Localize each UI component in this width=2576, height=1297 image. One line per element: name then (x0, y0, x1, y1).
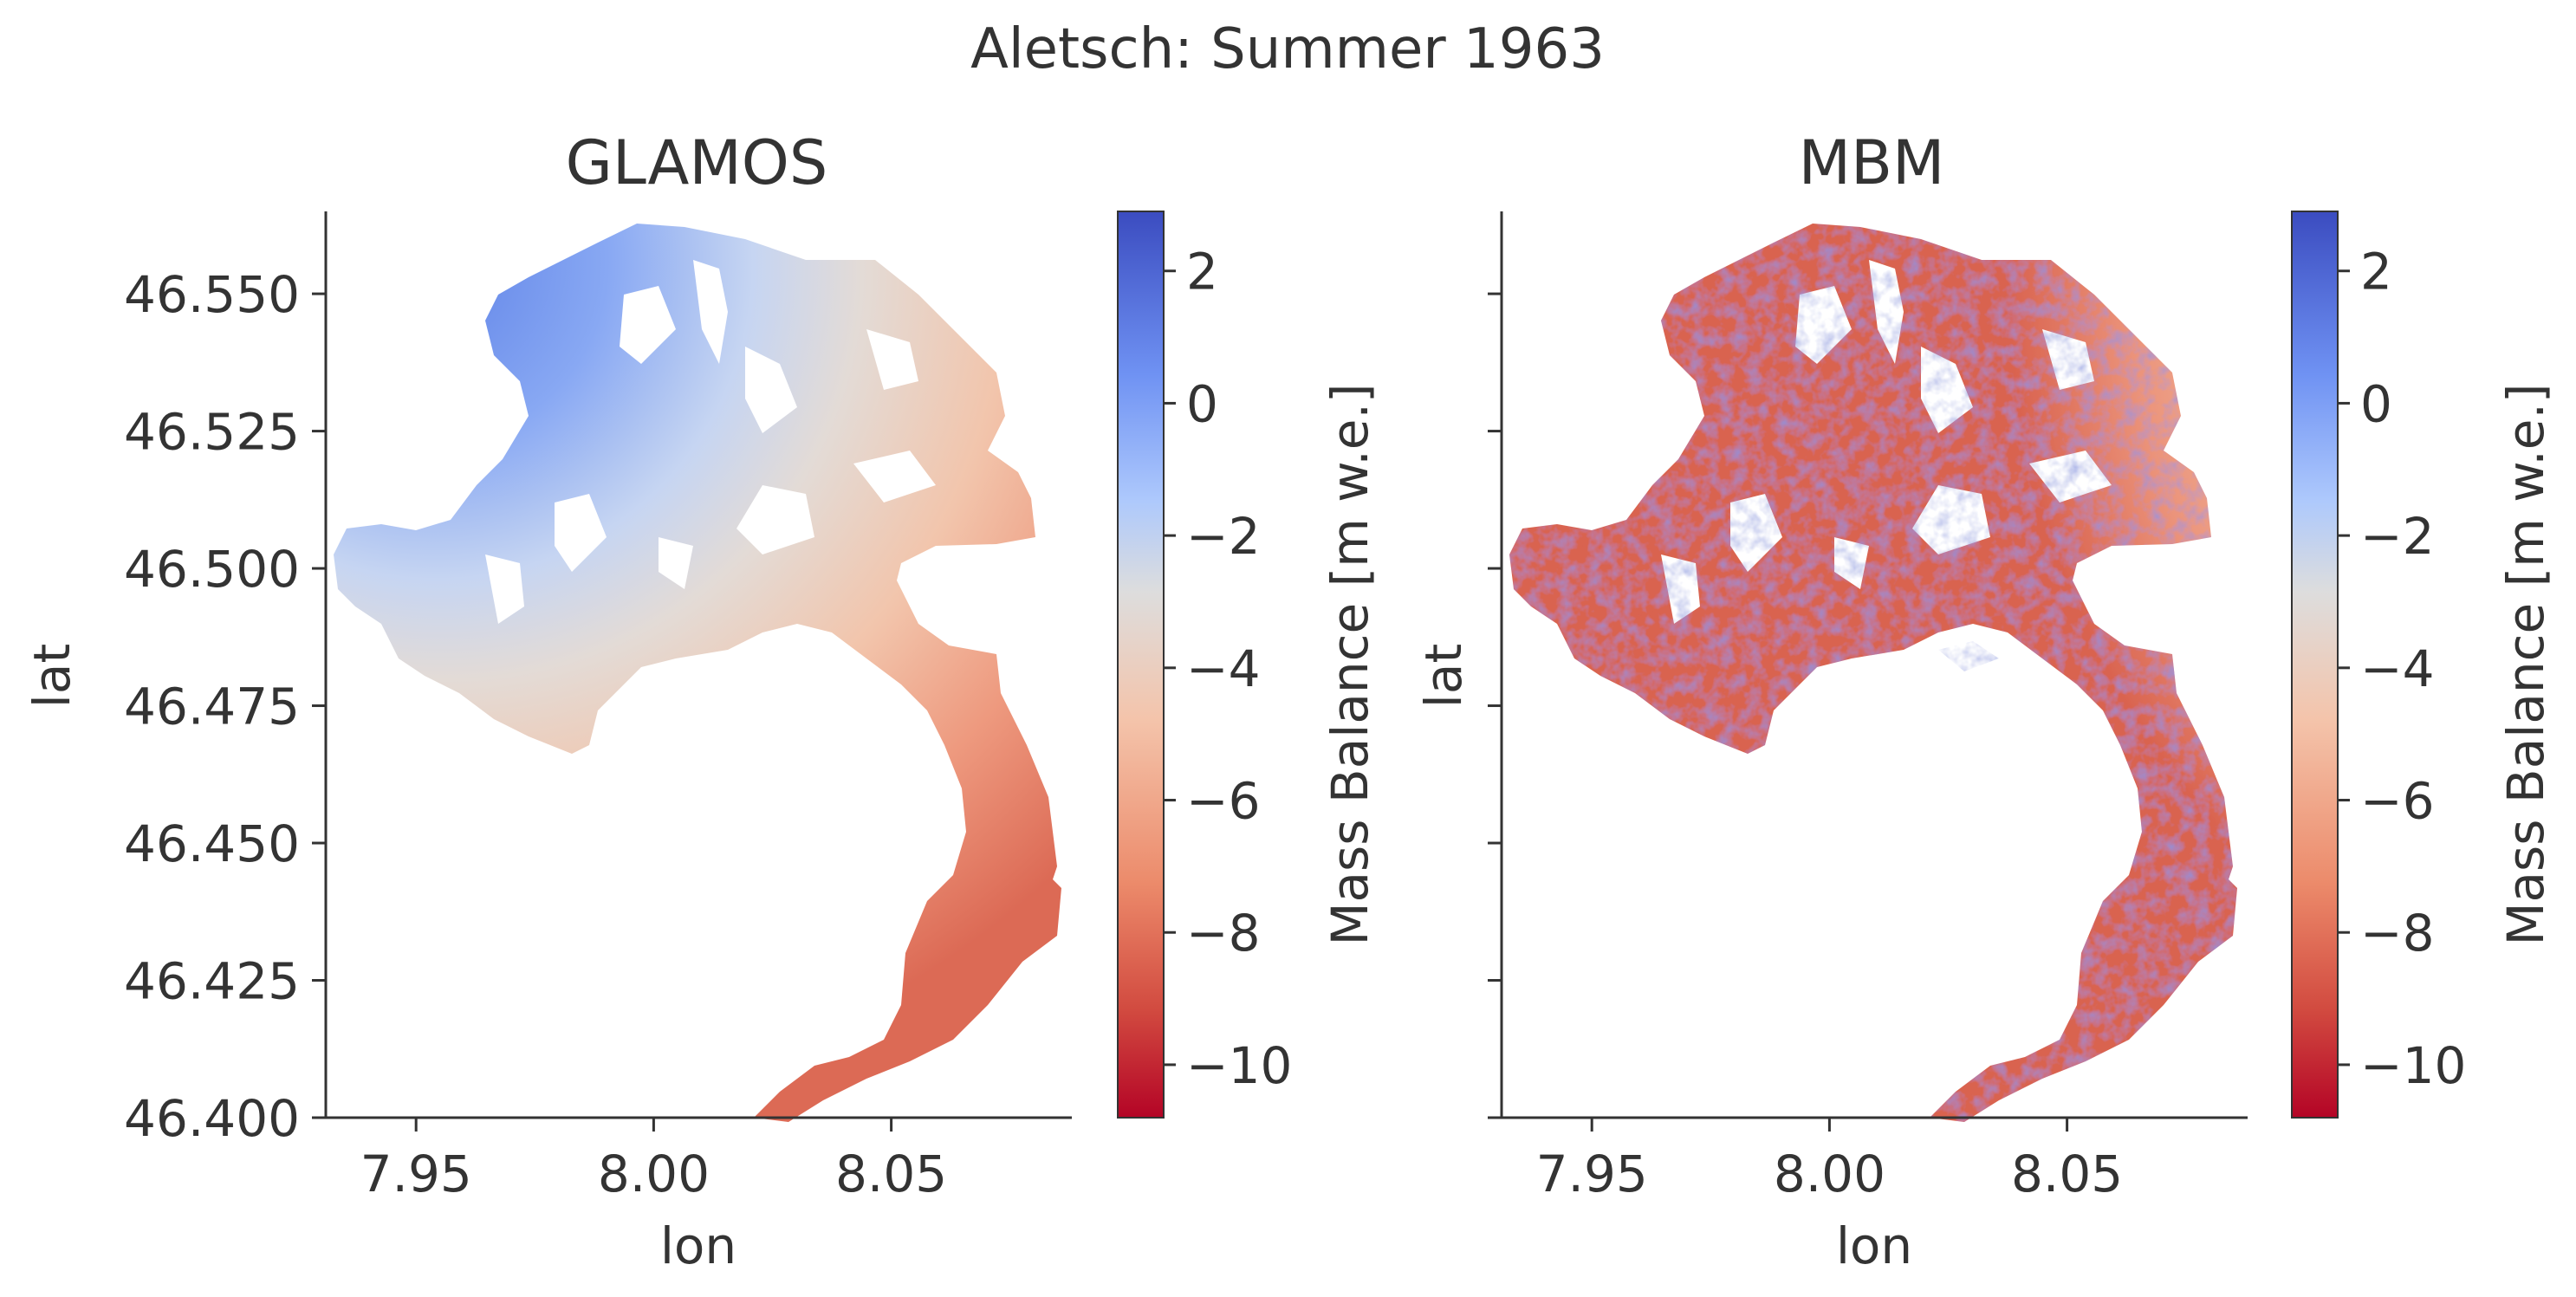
glamos-hole (853, 451, 936, 503)
glamos-colorbar-label: Mass Balance [m w.e.] (1320, 383, 1379, 945)
glamos-hole (866, 329, 918, 390)
glamos-colorbar (1117, 211, 1165, 1119)
mbm-colorbar-tick-label: −4 (2360, 639, 2435, 698)
mbm-hole (1795, 286, 1852, 364)
glamos-heatmap (334, 224, 1061, 1122)
mbm-colorbar-tick-label: −2 (2360, 507, 2435, 566)
glamos-panel: GLAMOS 46.40046.42546.45046.47546.50046.… (23, 127, 1379, 1275)
mbm-colorbar (2291, 211, 2339, 1119)
mbm-xtick-label: 7.95 (1536, 1145, 1648, 1203)
mbm-x-ticks: 7.95 8.00 8.05 (1536, 1118, 2123, 1203)
mbm-hole (2029, 451, 2112, 503)
glamos-xtick-label: 8.05 (835, 1145, 947, 1203)
glamos-hole (659, 537, 693, 589)
mbm-hole (1661, 554, 1700, 624)
glamos-hole (693, 260, 728, 364)
mbm-colorbar-tick-label: −10 (2360, 1036, 2466, 1095)
mbm-panel: MBM 7.95 8.00 8.05 lon lat 2 0 −2 −4 −6 −8 −10 M… (1414, 127, 2555, 1275)
mbm-colorbar-tick-label: −8 (2360, 904, 2435, 963)
mbm-hole (1921, 347, 1973, 433)
mbm-y-ticks (1488, 292, 1502, 1119)
mbm-hole (2042, 329, 2094, 390)
glamos-ytick-label: 46.550 (124, 265, 300, 324)
mbm-hole (1834, 537, 1869, 589)
glamos-hole (736, 485, 814, 554)
mbm-colorbar-ticks: 2 0 −2 −4 −6 −8 −10 (2338, 243, 2466, 1095)
mbm-xtick-label: 8.05 (2011, 1145, 2123, 1203)
mbm-xlabel: lon (1836, 1216, 1912, 1275)
mbm-title: MBM (1799, 127, 1945, 198)
glamos-hole (555, 494, 607, 572)
glamos-ylabel: lat (23, 644, 81, 708)
glamos-ytick-label: 46.400 (124, 1089, 300, 1148)
glamos-ytick-label: 46.525 (124, 403, 300, 462)
glamos-y-ticks: 46.400 46.425 46.450 46.475 46.500 46.525 46.5… (124, 265, 326, 1148)
glamos-colorbar-tick-label: −8 (1186, 904, 1261, 963)
glamos-xtick-label: 8.00 (598, 1145, 710, 1203)
mbm-hole (1938, 641, 1999, 671)
mbm-xtick-label: 8.00 (1774, 1145, 1885, 1203)
glamos-colorbar-tick-label: −6 (1186, 772, 1261, 831)
glamos-colorbar-tick-label: −4 (1186, 639, 1261, 698)
mbm-heatmap (1509, 224, 2237, 1122)
mbm-colorbar-tick-label: 2 (2360, 243, 2392, 302)
glamos-hole (485, 554, 524, 624)
mbm-hole (1912, 485, 1990, 554)
glamos-xlabel: lon (660, 1216, 736, 1275)
glamos-ytick-label: 46.450 (124, 814, 300, 873)
glamos-hole (620, 286, 676, 364)
glamos-colorbar-tick-label: −10 (1186, 1036, 1292, 1095)
glamos-colorbar-tick-label: 0 (1186, 374, 1218, 433)
glamos-hole (762, 641, 823, 671)
glamos-colorbar-ticks: 2 0 −2 −4 −6 −8 −10 (1164, 243, 1292, 1095)
glamos-colorbar-tick-label: −2 (1186, 507, 1261, 566)
glamos-hole (745, 347, 797, 433)
glamos-xtick-label: 7.95 (360, 1145, 472, 1203)
glamos-ytick-label: 46.475 (124, 678, 300, 736)
mbm-colorbar-tick-label: −6 (2360, 772, 2435, 831)
mbm-colorbar-label: Mass Balance [m w.e.] (2496, 383, 2555, 945)
glamos-ytick-label: 46.425 (124, 952, 300, 1011)
mbm-ylabel: lat (1414, 644, 1473, 708)
mbm-hole (1730, 494, 1782, 572)
mbm-colorbar-tick-label: 0 (2360, 374, 2392, 433)
mbm-hole (1869, 260, 1904, 364)
glamos-title: GLAMOS (566, 127, 828, 198)
glamos-x-ticks: 7.95 8.00 8.05 (360, 1118, 947, 1203)
glamos-colorbar-tick-label: 2 (1186, 243, 1218, 302)
figure-suptitle: Aletsch: Summer 1963 (970, 17, 1605, 81)
glamos-ytick-label: 46.500 (124, 540, 300, 599)
